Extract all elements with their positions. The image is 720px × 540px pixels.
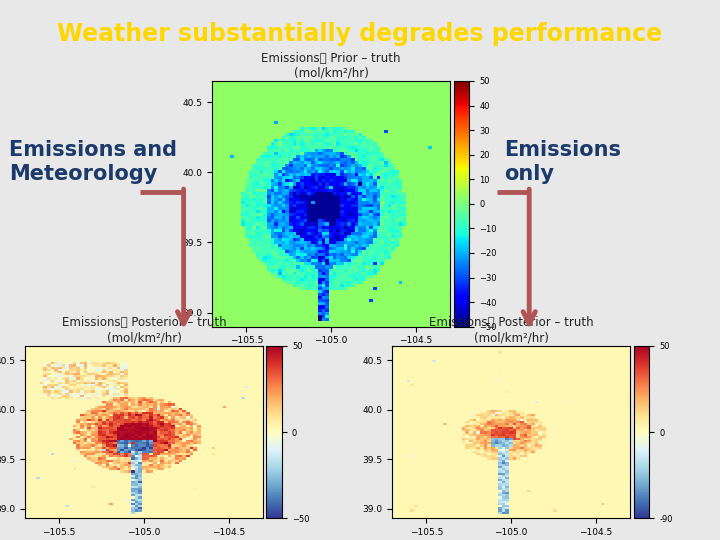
Text: Weather substantially degrades performance: Weather substantially degrades performan… [58, 22, 662, 46]
Text: Emissions
only: Emissions only [504, 140, 621, 184]
Title: Emissions： Prior – truth
(mol/km²/hr): Emissions： Prior – truth (mol/km²/hr) [261, 52, 401, 80]
Title: Emissions： Posterior – truth
(mol/km²/hr): Emissions： Posterior – truth (mol/km²/hr… [62, 316, 226, 345]
Title: Emissions： Posterior – truth
(mol/km²/hr): Emissions： Posterior – truth (mol/km²/hr… [429, 316, 593, 345]
Text: Emissions and
Meteorology: Emissions and Meteorology [9, 140, 176, 184]
